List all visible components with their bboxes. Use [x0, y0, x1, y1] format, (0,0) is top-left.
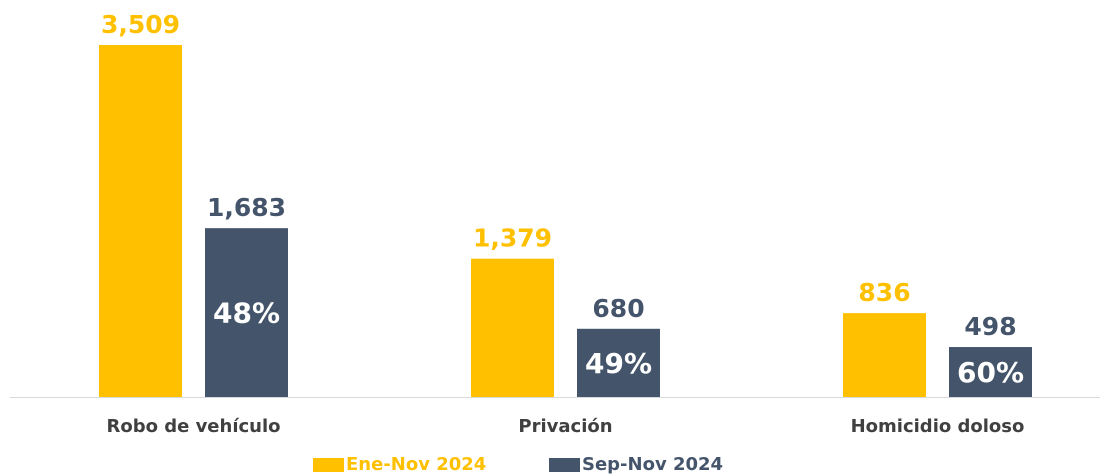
category-label: Privación: [518, 416, 612, 437]
bar: [471, 258, 554, 397]
bar: [949, 347, 1032, 397]
legend-swatch: [313, 458, 344, 472]
legend-swatch: [549, 458, 580, 472]
share-label: 49%: [585, 347, 652, 380]
bar: [99, 45, 182, 397]
share-label: 60%: [957, 356, 1024, 389]
bar: [843, 313, 926, 397]
bar: [577, 328, 660, 397]
share-label: 48%: [213, 297, 280, 330]
value-label: 680: [592, 294, 644, 323]
legend-label: Ene-Nov 2024: [346, 454, 486, 475]
value-label: 1,379: [473, 224, 552, 253]
bar: [205, 228, 288, 397]
value-label: 1,683: [207, 193, 286, 222]
value-label: 3,509: [101, 10, 180, 39]
category-label: Robo de vehículo: [106, 416, 280, 437]
category-label: Homicidio doloso: [851, 416, 1025, 437]
legend-label: Sep-Nov 2024: [582, 454, 723, 475]
value-label: 836: [858, 278, 910, 307]
value-label: 498: [964, 312, 1016, 341]
